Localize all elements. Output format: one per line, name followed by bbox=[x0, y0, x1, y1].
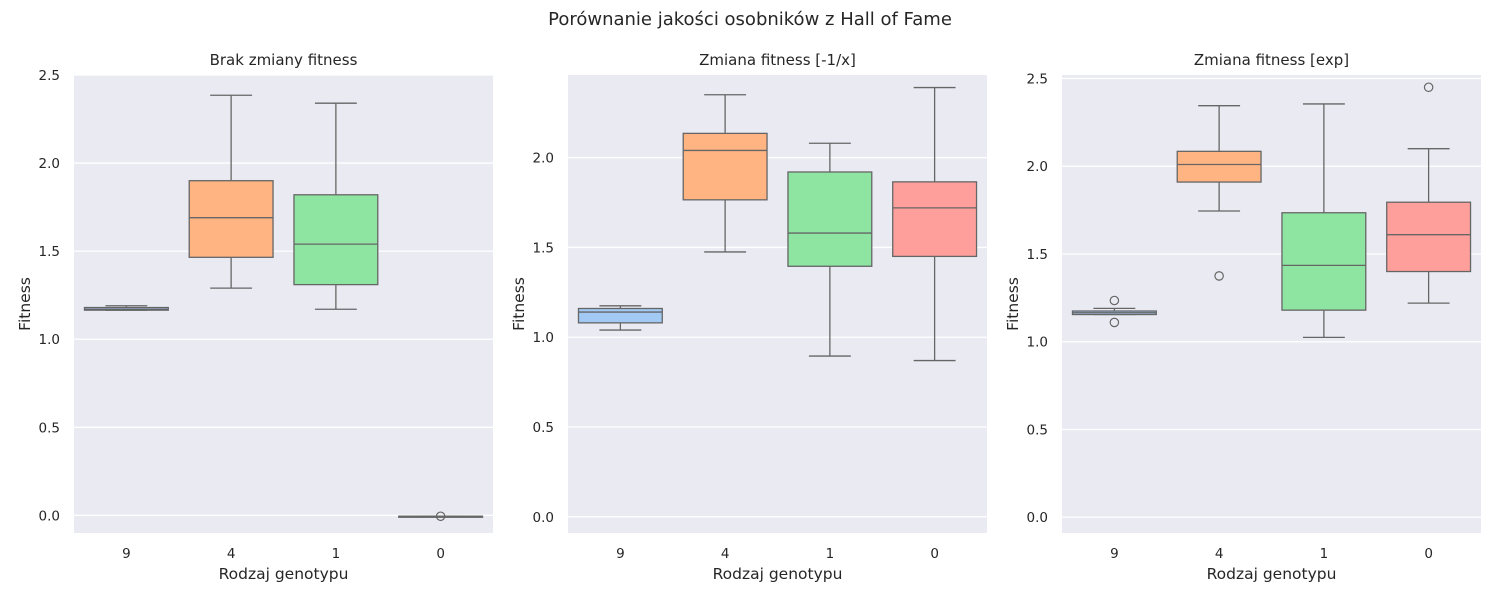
iqr-box bbox=[293, 194, 379, 286]
box-9 bbox=[577, 305, 663, 331]
x-tick-label: 0 bbox=[1424, 546, 1433, 562]
panels: 0.0 0.5 1.0 1.5 2.0 2.5 9 4 1 0 Brak zmiany fitnes… bbox=[16, 51, 1481, 583]
y-tick-label: 1.0 bbox=[1027, 335, 1048, 351]
y-tick-label: 1.0 bbox=[39, 332, 60, 348]
subplot-1: 0.0 0.5 1.0 1.5 2.0 2.5 9 4 1 0 Brak zmiany fitnes… bbox=[16, 51, 493, 583]
outlier-point bbox=[1109, 317, 1120, 328]
y-tick-label: 1.5 bbox=[1027, 247, 1048, 263]
y-axis-label: Fitness bbox=[1004, 277, 1022, 331]
plot-area bbox=[74, 75, 493, 533]
box-9 bbox=[1071, 295, 1157, 328]
x-tick-label: 9 bbox=[122, 546, 131, 562]
y-tick-label: 2.0 bbox=[39, 156, 60, 172]
iqr-box bbox=[787, 171, 873, 267]
y-tick-label: 1.5 bbox=[39, 244, 60, 260]
outlier-point bbox=[1214, 271, 1224, 281]
x-tick-label: 1 bbox=[826, 546, 835, 562]
y-tick-label: 2.0 bbox=[1027, 159, 1048, 175]
x-tick-label: 9 bbox=[1110, 546, 1119, 562]
box-4 bbox=[1176, 105, 1262, 281]
y-tick-label: 2.5 bbox=[1027, 72, 1048, 88]
x-tick-label: 4 bbox=[721, 546, 730, 562]
iqr-box bbox=[892, 181, 978, 258]
outlier-point bbox=[1109, 295, 1120, 306]
box-4 bbox=[188, 94, 274, 289]
y-tick-label: 2.0 bbox=[533, 151, 554, 167]
plot-area bbox=[568, 75, 987, 533]
subplot-3: 0.0 0.5 1.0 1.5 2.0 2.5 9 4 1 0 Zmiana fitness [ex… bbox=[1004, 51, 1481, 583]
x-axis-label: Rodzaj genotypu bbox=[219, 565, 349, 583]
y-tick-label: 1.5 bbox=[533, 240, 554, 256]
box-0 bbox=[398, 511, 484, 522]
box-1 bbox=[293, 102, 379, 310]
subplot-title: Zmiana fitness [-1/x] bbox=[699, 51, 856, 69]
box-1 bbox=[787, 142, 873, 357]
x-tick-label: 1 bbox=[1320, 546, 1329, 562]
box-4 bbox=[682, 94, 768, 253]
iqr-box bbox=[682, 132, 768, 201]
iqr-box bbox=[188, 180, 274, 258]
y-tick-label: 1.0 bbox=[533, 330, 554, 346]
x-tick-label: 4 bbox=[1215, 546, 1224, 562]
figure-title: Porównanie jakości osobników z Hall of F… bbox=[548, 9, 952, 30]
outlier-point bbox=[1423, 82, 1434, 93]
box-0 bbox=[892, 86, 978, 362]
x-tick-label: 1 bbox=[332, 546, 341, 562]
x-tick-label: 0 bbox=[436, 546, 445, 562]
y-tick-label: 0.5 bbox=[1027, 422, 1048, 438]
subplot-title: Brak zmiany fitness bbox=[210, 51, 358, 69]
y-tick-label: 0.0 bbox=[533, 510, 554, 526]
x-tick-label: 9 bbox=[616, 546, 625, 562]
y-tick-label: 0.5 bbox=[533, 420, 554, 436]
box-0 bbox=[1386, 82, 1472, 304]
y-axis-label: Fitness bbox=[16, 277, 34, 331]
subplot-title: Zmiana fitness [exp] bbox=[1194, 51, 1349, 69]
y-tick-label: 0.5 bbox=[39, 420, 60, 436]
iqr-box bbox=[577, 307, 663, 324]
x-tick-label: 4 bbox=[227, 546, 236, 562]
box-9 bbox=[83, 305, 169, 311]
outlier-point bbox=[435, 511, 446, 522]
plot-area bbox=[1062, 75, 1481, 533]
x-axis-label: Rodzaj genotypu bbox=[1207, 565, 1337, 583]
box-1 bbox=[1281, 103, 1367, 338]
y-tick-label: 0.0 bbox=[39, 508, 60, 524]
y-axis-label: Fitness bbox=[510, 277, 528, 331]
y-tick-label: 0.0 bbox=[1027, 510, 1048, 526]
iqr-box bbox=[1386, 201, 1472, 273]
iqr-box bbox=[1176, 150, 1262, 183]
subplot-2: 0.0 0.5 1.0 1.5 2.0 9 4 1 0 Zmiana fitness [-1/x]… bbox=[510, 51, 987, 583]
x-tick-label: 0 bbox=[930, 546, 939, 562]
y-tick-label: 2.5 bbox=[39, 68, 60, 84]
x-axis-label: Rodzaj genotypu bbox=[713, 565, 843, 583]
iqr-box bbox=[1281, 212, 1367, 311]
